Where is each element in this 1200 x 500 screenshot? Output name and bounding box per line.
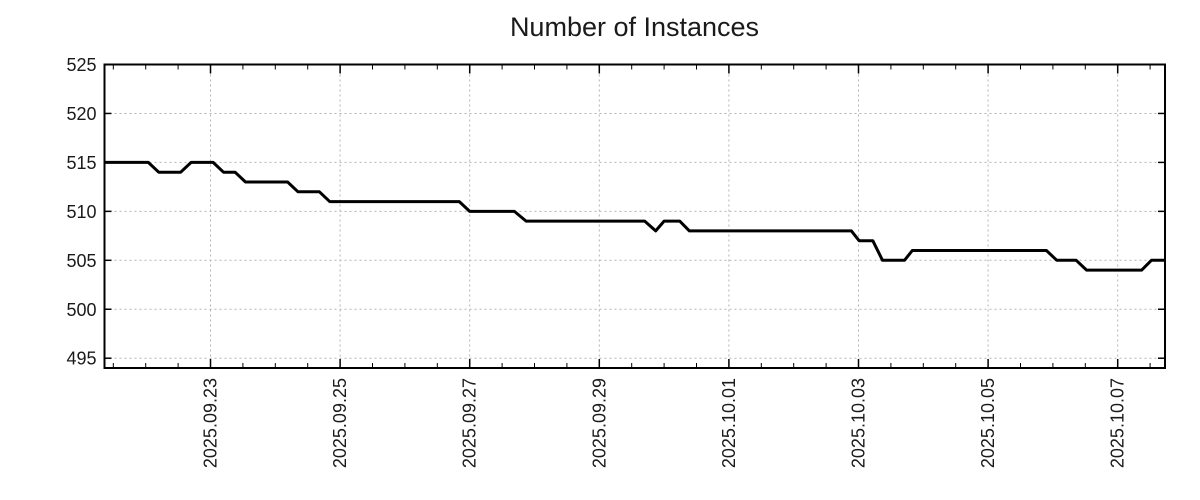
x-tick-label: 2025.09.25 bbox=[330, 378, 350, 468]
y-tick-label: 515 bbox=[66, 153, 96, 173]
series-line bbox=[104, 160, 1165, 272]
x-tick-label: 2025.10.03 bbox=[849, 378, 869, 468]
y-tick-label: 500 bbox=[66, 300, 96, 320]
y-tick-label: 505 bbox=[66, 251, 96, 271]
x-tick-label: 2025.09.29 bbox=[589, 378, 609, 468]
x-tick-label: 2025.10.07 bbox=[1108, 378, 1128, 468]
x-tick-label: 2025.10.05 bbox=[978, 378, 998, 468]
y-tick-label: 510 bbox=[66, 202, 96, 222]
x-tick-label: 2025.09.27 bbox=[460, 378, 480, 468]
chart-title: Number of Instances bbox=[509, 12, 760, 42]
y-tick-label: 525 bbox=[66, 55, 96, 75]
x-tick-label: 2025.10.01 bbox=[719, 378, 739, 468]
y-tick-label: 495 bbox=[66, 349, 96, 369]
x-tick-label: 2025.09.23 bbox=[201, 378, 221, 468]
y-tick-label: 520 bbox=[66, 104, 96, 124]
plot-border bbox=[103, 63, 1166, 369]
